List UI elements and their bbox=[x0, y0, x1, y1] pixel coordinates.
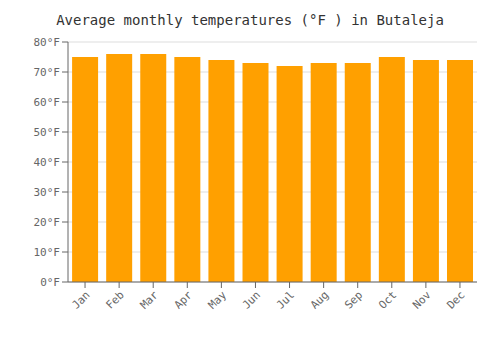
svg-text:Feb: Feb bbox=[104, 288, 127, 311]
svg-text:Mar: Mar bbox=[138, 288, 162, 312]
svg-text:Jul: Jul bbox=[274, 288, 297, 311]
svg-text:Jun: Jun bbox=[240, 288, 263, 311]
svg-text:Sep: Sep bbox=[342, 288, 365, 311]
html-text:Average monthly temperatures (: Average monthly temperatures (°F ) in Bu… bbox=[56, 12, 444, 28]
svg-text:Aug: Aug bbox=[308, 288, 331, 311]
svg-text:10°F: 10°F bbox=[34, 246, 61, 259]
svg-text:80°F: 80°F bbox=[34, 36, 61, 49]
svg-text:20°F: 20°F bbox=[34, 216, 61, 229]
svg-text:May: May bbox=[206, 288, 230, 312]
svg-text:0°F: 0°F bbox=[40, 276, 60, 289]
svg-text:Apr: Apr bbox=[172, 288, 196, 312]
svg-text:70°F: 70°F bbox=[34, 66, 61, 79]
svg-text:Nov: Nov bbox=[410, 288, 434, 312]
svg-text:30°F: 30°F bbox=[34, 186, 61, 199]
svg-text:Oct: Oct bbox=[376, 288, 399, 311]
svg-text:50°F: 50°F bbox=[34, 126, 61, 139]
svg-text:Jan: Jan bbox=[69, 288, 92, 311]
svg-text:Dec: Dec bbox=[444, 288, 467, 311]
svg-text:60°F: 60°F bbox=[34, 96, 61, 109]
svg-text:40°F: 40°F bbox=[34, 156, 61, 169]
